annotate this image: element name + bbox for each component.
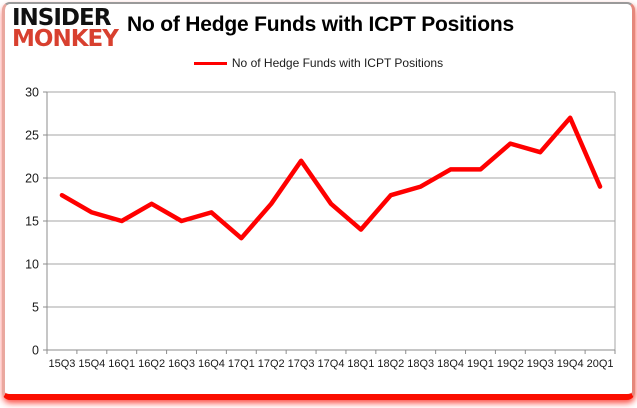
x-tick-label: 16Q3 <box>168 358 195 370</box>
card-frame <box>2 2 635 400</box>
x-tick-label: 18Q3 <box>407 358 434 370</box>
y-tick-label: 20 <box>25 172 39 186</box>
legend-label: No of Hedge Funds with ICPT Positions <box>231 56 444 70</box>
x-tick-label: 17Q4 <box>318 358 345 370</box>
y-tick-label: 0 <box>32 344 39 358</box>
x-tick-label: 15Q4 <box>78 358 105 370</box>
x-tick-label: 16Q1 <box>108 358 135 370</box>
x-tick-label: 16Q2 <box>138 358 165 370</box>
x-tick-label: 18Q2 <box>377 358 404 370</box>
x-tick-label: 17Q3 <box>288 358 315 370</box>
x-tick-label: 19Q3 <box>527 358 554 370</box>
x-tick-label: 19Q4 <box>557 358 584 370</box>
x-tick-label: 19Q1 <box>467 358 494 370</box>
logo-line-monkey: MONKEY <box>12 26 119 53</box>
y-tick-label: 25 <box>25 129 39 143</box>
x-tick-label: 17Q2 <box>258 358 285 370</box>
x-tick-label: 20Q1 <box>587 358 614 370</box>
legend-line-swatch <box>193 61 227 65</box>
y-tick-label: 10 <box>25 258 39 272</box>
y-tick-label: 5 <box>32 301 39 315</box>
x-tick-label: 17Q1 <box>228 358 255 370</box>
chart-title: No of Hedge Funds with ICPT Positions <box>127 13 514 36</box>
insider-monkey-logo: INSIDER MONKEY <box>12 5 119 53</box>
y-tick-label: 30 <box>25 86 39 100</box>
y-tick-label: 15 <box>25 215 39 229</box>
x-tick-label: 15Q3 <box>48 358 75 370</box>
logo-line-insider: INSIDER <box>12 5 111 31</box>
series-line <box>59 115 603 241</box>
x-tick-label: 18Q4 <box>437 358 464 370</box>
x-tick-label: 19Q2 <box>497 358 524 370</box>
x-tick-label: 16Q4 <box>198 358 225 370</box>
x-tick-label: 18Q1 <box>347 358 374 370</box>
legend: No of Hedge Funds with ICPT Positions <box>0 56 637 70</box>
